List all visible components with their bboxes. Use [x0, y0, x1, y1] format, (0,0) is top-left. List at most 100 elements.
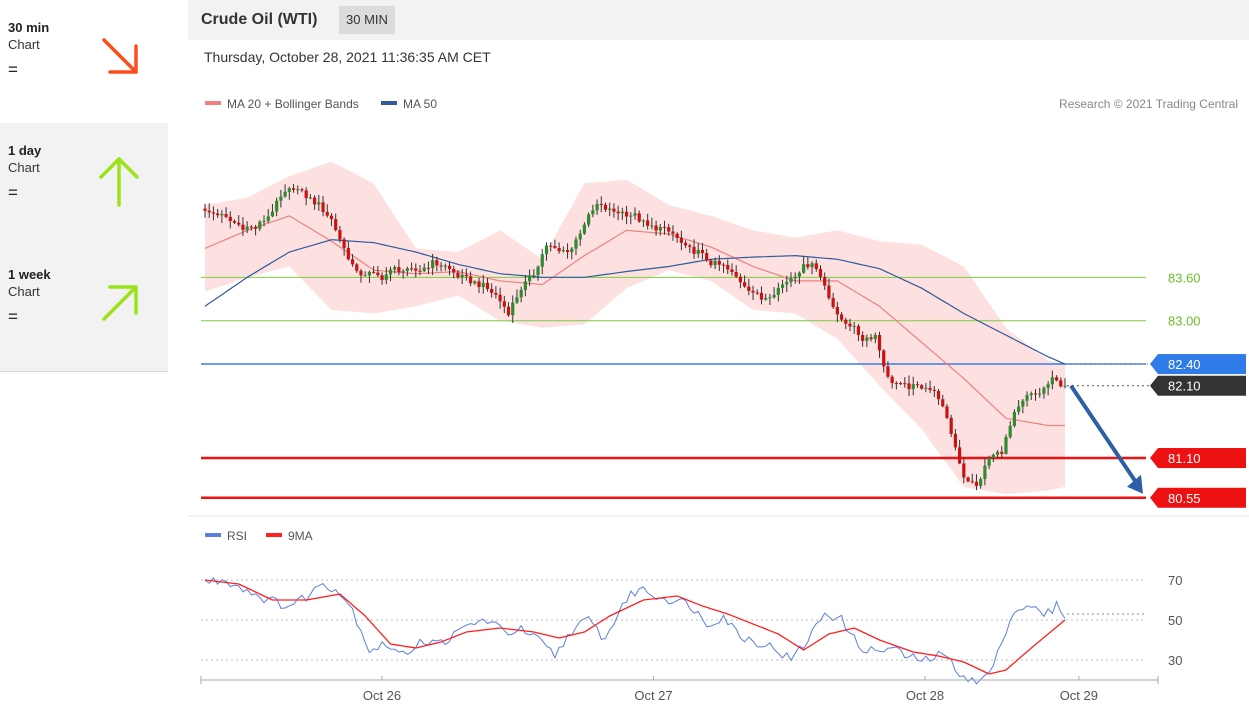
candle [802, 256, 806, 274]
candle [911, 376, 915, 396]
candle-body [553, 246, 557, 248]
candle-body [641, 220, 646, 222]
ma50-line [204, 239, 1066, 365]
candle [941, 394, 945, 408]
candle-body [346, 247, 350, 260]
candle-body [835, 306, 839, 315]
sidebar-item-1week[interactable]: 1 week Chart = [0, 247, 168, 372]
candle-body [523, 281, 527, 290]
level-tag-pointer-3 [1150, 448, 1158, 469]
candle [827, 278, 831, 300]
candle [928, 380, 932, 394]
candle-body [683, 242, 688, 246]
candle [599, 196, 603, 213]
candle [679, 230, 683, 251]
candle [717, 255, 721, 272]
candle [1033, 389, 1038, 401]
candle-body [633, 213, 637, 216]
candle [481, 274, 485, 294]
candle [839, 312, 844, 322]
candle [991, 453, 995, 463]
candle-body [245, 226, 249, 230]
candle [355, 262, 359, 273]
candle-body [253, 226, 258, 229]
x-tick-label-2: Oct 28 [906, 688, 944, 703]
sidebar-item-subtitle: Chart [8, 37, 40, 52]
candle-body [481, 282, 485, 288]
candle [772, 287, 776, 299]
candle-body [650, 225, 654, 227]
candle [1017, 400, 1021, 415]
candle-body [207, 210, 211, 213]
candle-body [237, 222, 241, 225]
candle [966, 476, 970, 483]
candle [667, 223, 671, 236]
sidebar-item-title: 30 min [8, 20, 50, 35]
candle-body [363, 275, 367, 277]
candle [296, 185, 300, 195]
candle [671, 225, 675, 241]
candle [511, 295, 515, 323]
candle [313, 195, 317, 210]
candle [363, 271, 367, 277]
candle [936, 388, 941, 405]
candle-body [359, 270, 363, 276]
candle-body [709, 260, 713, 266]
candle-body [861, 335, 865, 341]
candle [696, 243, 700, 258]
candle [211, 206, 216, 221]
candle [974, 474, 979, 491]
forecast-arrow-head [1127, 474, 1143, 494]
candle-body [1004, 436, 1008, 454]
candle [435, 256, 439, 272]
candle-body [464, 274, 468, 277]
level-label-1: 83.00 [1168, 314, 1201, 329]
candle [447, 261, 452, 276]
candle-body [300, 189, 304, 191]
candle [464, 268, 468, 281]
candle-body [287, 188, 291, 192]
candle-body [789, 278, 793, 282]
candle-body [882, 350, 886, 367]
candle-body [620, 211, 624, 214]
candle-body [814, 263, 818, 269]
candle-body [856, 326, 861, 336]
sidebar-item-1day[interactable]: 1 day Chart = [0, 123, 168, 248]
candle [270, 204, 275, 218]
candle-body [873, 335, 877, 340]
sidebar-item-30min[interactable]: 30 min Chart = [0, 0, 168, 125]
candle [443, 263, 447, 271]
candle-body [983, 465, 987, 479]
candle-body [304, 190, 308, 199]
candle [393, 265, 397, 274]
candle-body [460, 274, 464, 278]
candle-body [587, 214, 591, 225]
candle-body [1033, 393, 1038, 395]
candle-body [936, 390, 941, 400]
candle [949, 414, 953, 438]
candle [380, 272, 384, 285]
candle-body [603, 204, 608, 210]
candle [1000, 446, 1004, 459]
candle-body [220, 214, 224, 216]
candle [983, 458, 987, 486]
candle [738, 273, 742, 289]
candle [241, 217, 245, 236]
candle [460, 268, 464, 284]
candle [658, 223, 662, 236]
candle [747, 278, 751, 296]
interval-badge[interactable]: 30 MIN [339, 6, 395, 34]
x-tick-label-1: Oct 27 [634, 688, 672, 703]
candle [528, 269, 532, 286]
candle [603, 202, 608, 213]
candle-body [334, 219, 338, 231]
candle [401, 268, 405, 279]
candle [405, 266, 409, 277]
candle [372, 266, 376, 274]
candle-body [772, 294, 776, 298]
candle [1042, 386, 1046, 399]
candle-body [350, 259, 355, 265]
candle [549, 242, 553, 252]
candle [519, 286, 523, 303]
last-price-label: 82.10 [1168, 379, 1201, 394]
